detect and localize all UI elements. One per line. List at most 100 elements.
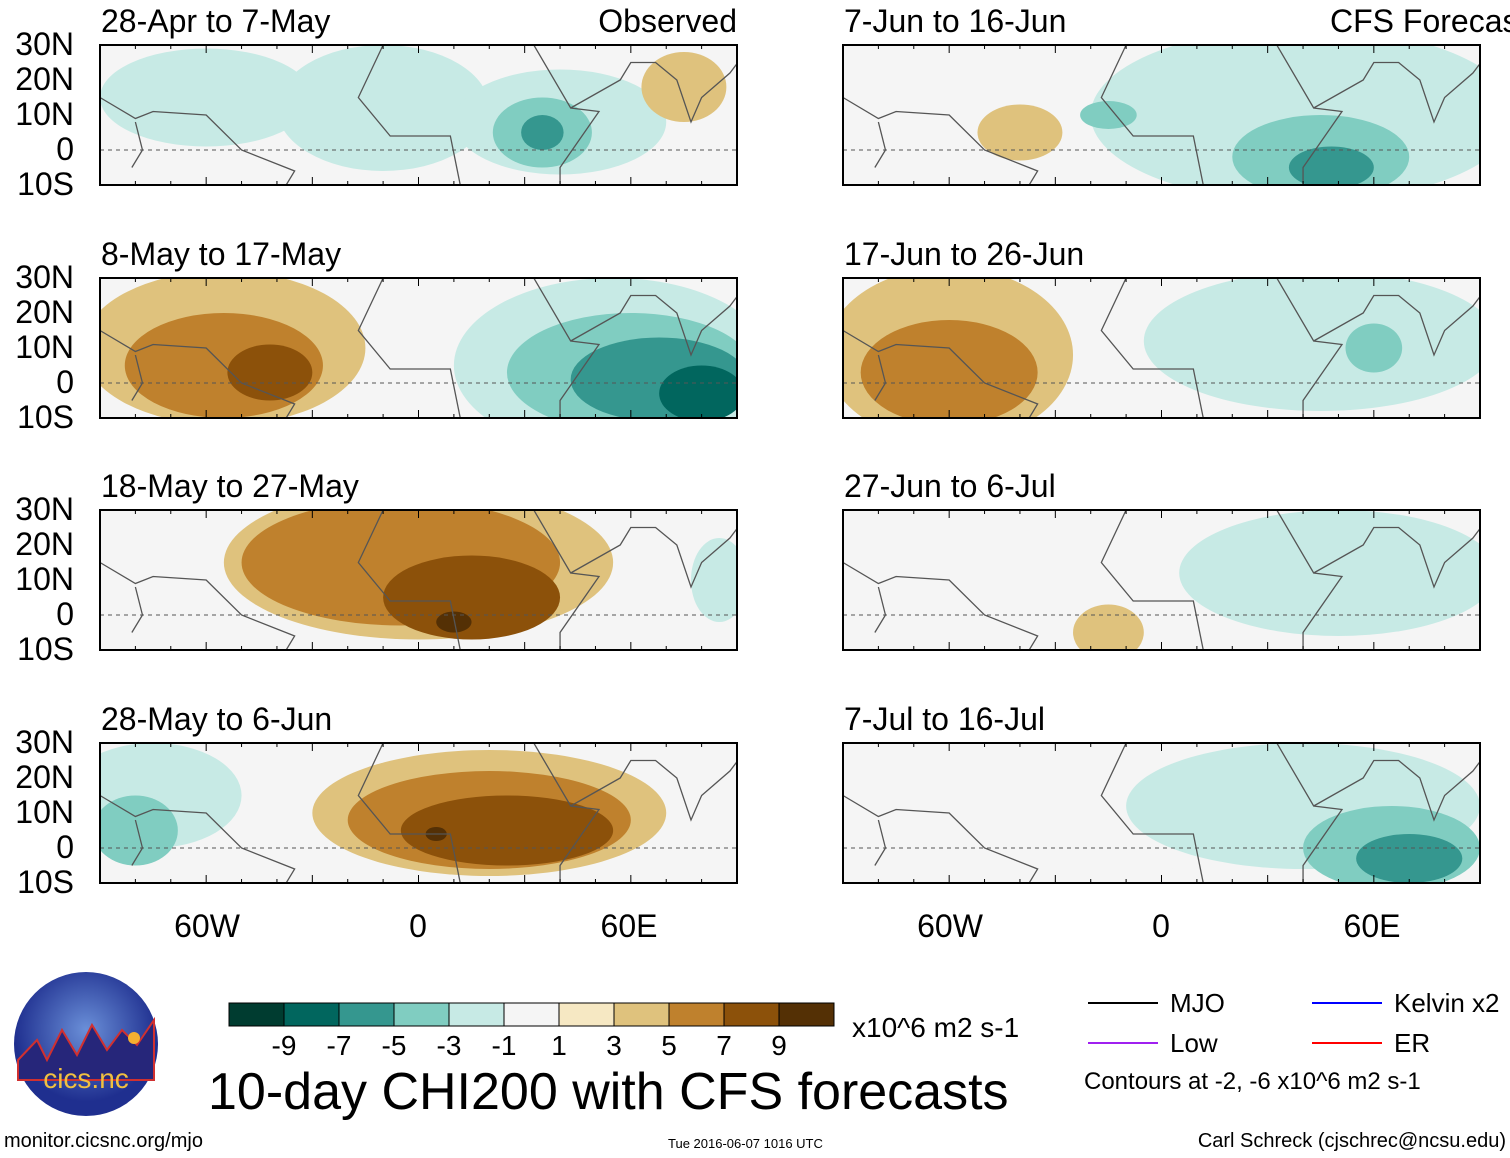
lat-tick-label: 10S (17, 166, 74, 202)
colorbar-swatch (393, 1002, 450, 1027)
panel-title: 8-May to 17-May (101, 236, 342, 272)
colorbar-label: -9 (272, 1030, 297, 1061)
coastline (99, 277, 738, 419)
map-panel (842, 277, 1481, 419)
anomaly-region (1345, 323, 1403, 373)
anomaly-region (521, 115, 564, 150)
legend-label: ER (1394, 1028, 1431, 1058)
lat-tick-label: 0 (56, 829, 74, 865)
lat-tick-label: 20N (15, 294, 74, 330)
colorbar-label: 3 (606, 1030, 622, 1061)
anomaly-region (227, 344, 313, 401)
anomaly-region (1356, 834, 1463, 883)
legend-line (1312, 1042, 1382, 1044)
lat-tick-label: 20N (15, 526, 74, 562)
coastline (99, 44, 738, 186)
coastline (842, 277, 1481, 419)
contour-note: Contours at -2, -6 x10^6 m2 s-1 (1084, 1068, 1421, 1095)
legend-label: Kelvin x2 (1394, 988, 1500, 1018)
colorbar-label: 1 (551, 1030, 567, 1061)
lat-tick-label: 0 (56, 131, 74, 167)
anomaly-region (641, 52, 727, 122)
colorbar-swatch (503, 1002, 560, 1027)
legend-line (1312, 1002, 1382, 1004)
coastline (842, 742, 1481, 884)
lat-tick-label: 30N (15, 724, 74, 760)
map-panel (842, 44, 1481, 186)
lat-tick-label: 10S (17, 864, 74, 900)
anomaly-region (659, 365, 738, 419)
anomaly-region (383, 555, 561, 640)
panel-title: 27-Jun to 6-Jul (844, 468, 1056, 504)
panel-title: 28-May to 6-Jun (101, 701, 333, 737)
legend-line (1088, 1002, 1158, 1004)
colorbar-swatch (228, 1002, 285, 1027)
lat-tick-label: 30N (15, 491, 74, 527)
lat-tick-label: 10N (15, 96, 74, 132)
map-panel (99, 277, 738, 419)
anomaly-region (100, 48, 313, 147)
lon-tick-label: 60E (600, 908, 658, 944)
legend-label: MJO (1170, 988, 1225, 1018)
lat-tick-label: 10N (15, 329, 74, 365)
colorbar-swatch (558, 1002, 615, 1027)
lat-tick-label: 10S (17, 631, 74, 667)
colorbar-label: -7 (327, 1030, 352, 1061)
colorbar-swatch (338, 1002, 395, 1027)
legend-line (1088, 1042, 1158, 1044)
colorbar-label: 5 (661, 1030, 677, 1061)
anomaly-region (276, 45, 490, 171)
lon-tick-label: 0 (1152, 908, 1170, 944)
colorbar-label: -5 (382, 1030, 407, 1061)
svg-text:cics.nc: cics.nc (43, 1063, 129, 1094)
lat-tick-label: 20N (15, 61, 74, 97)
coastline (842, 509, 1481, 651)
map-panel (842, 742, 1481, 884)
lat-tick-label: 10N (15, 561, 74, 597)
lat-tick-label: 0 (56, 364, 74, 400)
author: Carl Schreck (cjschrec@ncsu.edu) (1197, 1130, 1506, 1152)
colorbar-label: -1 (492, 1030, 517, 1061)
figure-title: 10-day CHI200 with CFS forecasts (208, 1063, 1009, 1121)
colorbar-swatch (283, 1002, 340, 1027)
lat-tick-label: 30N (15, 259, 74, 295)
lon-tick-label: 0 (409, 908, 427, 944)
panel-title: 28-Apr to 7-May (101, 3, 331, 39)
anomaly-region (1143, 277, 1481, 411)
legend-label: Low (1170, 1028, 1218, 1058)
anomaly-region (1179, 510, 1481, 636)
coastline (99, 509, 738, 651)
lat-tick-label: 10S (17, 399, 74, 435)
lat-tick-label: 30N (15, 26, 74, 62)
lon-tick-label: 60W (917, 908, 983, 944)
lon-tick-label: 60E (1343, 908, 1401, 944)
forecast-label: CFS Forecast (1330, 3, 1510, 39)
coastline (842, 44, 1481, 186)
coastline (99, 742, 738, 884)
anomaly-region (1073, 604, 1144, 651)
colorbar-swatch (668, 1002, 725, 1027)
anomaly-region (691, 538, 738, 622)
lat-tick-label: 0 (56, 596, 74, 632)
colorbar-label: -3 (437, 1030, 462, 1061)
panel-title: 7-Jun to 16-Jun (844, 3, 1067, 39)
observed-label: Observed (598, 3, 737, 39)
colorbar: -9 -7 -5 -3 -1 1 3 5 7 9 (228, 1002, 835, 1061)
map-panel (99, 44, 738, 186)
lat-tick-label: 20N (15, 759, 74, 795)
colorbar-swatch (448, 1002, 505, 1027)
anomaly-region (977, 104, 1063, 161)
colorbar-label: 7 (716, 1030, 732, 1061)
source-url[interactable]: monitor.cicsnc.org/mjo (4, 1130, 203, 1152)
colorbar-swatch (723, 1002, 780, 1027)
timestamp: Tue 2016-06-07 1016 UTC (668, 1136, 823, 1151)
panel-title: 7-Jul to 16-Jul (844, 701, 1045, 737)
panel-title: 17-Jun to 26-Jun (844, 236, 1085, 272)
map-panel (99, 509, 738, 651)
map-panel (842, 509, 1481, 651)
lat-tick-label: 10N (15, 794, 74, 830)
colorbar-swatch (613, 1002, 670, 1027)
lon-tick-label: 60W (174, 908, 240, 944)
anomaly-region (436, 611, 472, 633)
